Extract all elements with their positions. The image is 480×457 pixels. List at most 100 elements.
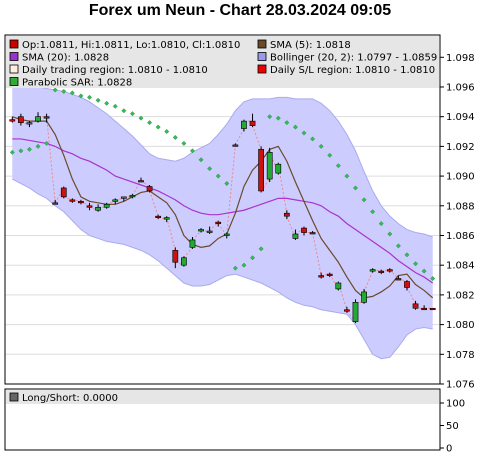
gap-connector bbox=[312, 232, 322, 276]
candle-body bbox=[386, 269, 393, 272]
gap-connector bbox=[166, 217, 176, 251]
candle-body bbox=[146, 186, 153, 192]
gap-connector bbox=[131, 180, 142, 196]
sub-legend-background bbox=[6, 390, 439, 404]
candle-body bbox=[352, 302, 359, 322]
bollinger-upper bbox=[12, 83, 433, 238]
sar-point bbox=[172, 134, 178, 140]
candle-body bbox=[412, 303, 419, 309]
candle-body bbox=[103, 204, 110, 208]
legend-label: Daily trading region: 1.0810 - 1.0810 bbox=[22, 65, 208, 76]
legend-swatch bbox=[257, 39, 267, 49]
gap-connector bbox=[226, 144, 236, 235]
gap-connector bbox=[175, 261, 185, 266]
candle-body bbox=[181, 257, 187, 266]
candle-body bbox=[292, 233, 299, 239]
sar-point bbox=[129, 111, 135, 117]
sar-point bbox=[207, 166, 213, 172]
bollinger-band bbox=[12, 84, 433, 359]
candle-body bbox=[189, 239, 196, 248]
candle-body bbox=[395, 278, 402, 281]
y-tick-label: 1.082 bbox=[446, 290, 475, 301]
candle-body bbox=[138, 180, 144, 183]
sar-point bbox=[147, 120, 153, 126]
candle-body bbox=[129, 195, 136, 198]
candle-body bbox=[429, 307, 436, 311]
sar-point bbox=[284, 120, 290, 126]
y-tick-label: 1.084 bbox=[446, 261, 475, 272]
sar-point bbox=[155, 124, 161, 130]
sar-point bbox=[112, 103, 118, 109]
candle-body bbox=[9, 119, 16, 122]
y-tick-label: 1.080 bbox=[446, 320, 475, 331]
candle-body bbox=[378, 270, 385, 273]
candle-body bbox=[283, 212, 290, 217]
sma20-line bbox=[12, 138, 434, 284]
sar-point bbox=[138, 115, 144, 121]
sar-point bbox=[310, 136, 316, 142]
sar-point bbox=[18, 148, 24, 154]
price-panel: 1.076 1.078 1.080 1.082 1.084 1.086 1.088 1.090… bbox=[4, 34, 475, 391]
legend-swatch bbox=[257, 64, 267, 74]
candle-body bbox=[112, 199, 119, 202]
sar-point bbox=[61, 88, 67, 94]
sar-point bbox=[318, 143, 324, 149]
candle-body bbox=[43, 116, 50, 119]
sar-point bbox=[395, 243, 401, 249]
legend-label: SMA (5): 1.0818 bbox=[270, 40, 351, 51]
sar-point bbox=[258, 246, 264, 252]
legend-background bbox=[6, 36, 439, 88]
sar-point bbox=[87, 94, 92, 100]
candle-body bbox=[344, 309, 350, 312]
sub-y-tick-label: 100 bbox=[446, 399, 465, 410]
y-tick-label: 1.088 bbox=[446, 201, 475, 212]
sar-point bbox=[95, 97, 101, 103]
y-tick-label: 1.096 bbox=[446, 82, 475, 93]
candle-body bbox=[163, 217, 170, 220]
sar-point bbox=[404, 252, 410, 258]
sar-point bbox=[335, 163, 341, 169]
sar-point bbox=[430, 276, 436, 282]
sar-point bbox=[181, 140, 187, 146]
candle-body bbox=[69, 199, 76, 202]
chart-title: Forex um Neun - Chart 28.03.2024 09:05 bbox=[88, 2, 392, 19]
sar-point bbox=[301, 130, 307, 136]
candle-body bbox=[361, 291, 367, 303]
candle-body bbox=[86, 205, 93, 208]
candle-body bbox=[404, 281, 410, 288]
candle-body bbox=[52, 202, 59, 205]
gap-connector bbox=[260, 178, 271, 192]
sar-point bbox=[275, 115, 281, 121]
legend-swatch bbox=[9, 64, 19, 74]
legend-label: SMA (20): 1.0828 bbox=[22, 53, 109, 64]
y-tick-label: 1.092 bbox=[446, 142, 475, 153]
candle-body bbox=[206, 230, 213, 233]
sar-point bbox=[26, 146, 32, 152]
candle-body bbox=[198, 229, 204, 232]
sar-point bbox=[78, 93, 84, 99]
bollinger-lower bbox=[12, 178, 433, 360]
sar-point bbox=[421, 268, 427, 274]
gap-connector bbox=[63, 196, 73, 201]
sar-point bbox=[241, 262, 247, 268]
candle-body bbox=[232, 144, 239, 147]
sar-point bbox=[52, 87, 58, 93]
candle-body bbox=[421, 307, 428, 311]
sar-point bbox=[215, 173, 221, 179]
sar-point bbox=[44, 140, 50, 146]
candle-body bbox=[155, 215, 162, 218]
sar-point bbox=[344, 173, 350, 179]
gap-connector bbox=[89, 206, 99, 211]
candle-body bbox=[223, 233, 230, 236]
sar-point bbox=[35, 143, 41, 149]
candle-body bbox=[318, 275, 325, 278]
candle-body bbox=[17, 116, 24, 123]
y-tick-label: 1.086 bbox=[446, 231, 475, 242]
legend-label: Op:1.0811, Hi:1.0811, Lo:1.0810, Cl:1.08… bbox=[22, 40, 240, 51]
gap-connector bbox=[406, 287, 416, 305]
sar-point bbox=[378, 221, 384, 227]
long-short-panel: Long/Short: 0.0000 0 50 100 bbox=[4, 388, 465, 455]
candle-body bbox=[326, 273, 333, 276]
sub-legend-label: Long/Short: 0.0000 bbox=[22, 393, 118, 404]
